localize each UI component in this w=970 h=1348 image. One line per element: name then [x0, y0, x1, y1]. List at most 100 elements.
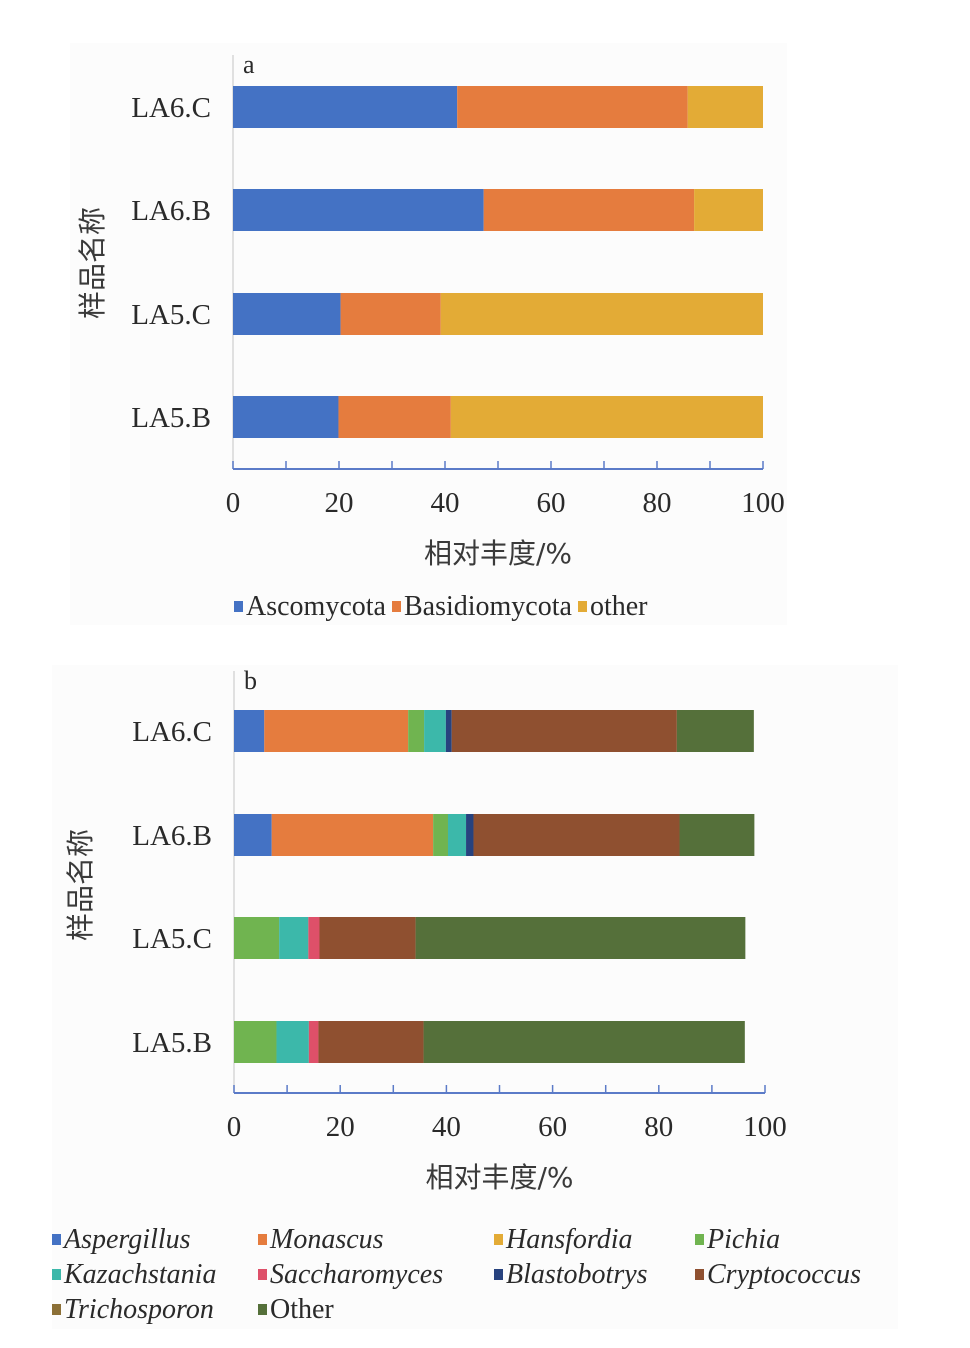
chart-panel-a: a LA6.C LA6.B LA5.C LA5.B 0 20 40 60 80 100 相对丰度/% 样… [70, 43, 787, 625]
legend-item: Cryptococcus [695, 1257, 861, 1292]
legend-item: Hansfordia [494, 1222, 633, 1257]
chart-panel-b: b LA6.C LA6.B LA5.C LA5.B 0 20 40 60 80 100 相对丰度/% 样… [52, 665, 898, 1329]
bar-segment-other [694, 189, 763, 231]
chart-a-svg: a LA6.C LA6.B LA5.C LA5.B 0 20 40 60 80 100 相对丰度/% 样… [76, 50, 785, 570]
category-label: LA6.B [131, 195, 211, 227]
category-label: LA5.B [131, 402, 211, 434]
x-tick-label: 0 [226, 487, 241, 519]
x-tick-label: 60 [538, 1111, 567, 1143]
legend-swatch [494, 1234, 503, 1245]
bar-segment-cryptococcus [319, 917, 416, 959]
bar-segment-kazachstania [279, 917, 309, 959]
x-tick-label: 20 [325, 487, 354, 519]
chart-b-svg: b LA6.C LA6.B LA5.C LA5.B 0 20 40 60 80 100 相对丰度/% 样… [64, 666, 787, 1194]
legend-label: other [589, 591, 648, 622]
bar-segment-pichia [234, 1021, 277, 1063]
category-label: LA5.C [131, 299, 211, 331]
legend-swatch [391, 601, 401, 612]
bar-segment-basidiomycota [338, 396, 451, 438]
legend-item: other [577, 589, 648, 624]
bar-segment-ascomycota [233, 396, 339, 438]
legend-label: Pichia [707, 1224, 781, 1255]
legend-label: Ascomycota [246, 591, 386, 622]
x-tick-label: 80 [644, 1111, 673, 1143]
category-label: LA5.C [132, 923, 212, 955]
legend-item: Trichosporon [52, 1292, 214, 1327]
x-tick-label: 100 [741, 487, 785, 519]
legend-swatch [52, 1304, 61, 1315]
chart-a-legend: Ascomycota Basidiomycota other [234, 586, 653, 624]
bar-segment-ascomycota [233, 293, 341, 335]
category-label: LA6.C [131, 92, 211, 124]
legend-item: Pichia [695, 1222, 780, 1257]
bar-segment-monascus [264, 710, 409, 752]
legend-label: Cryptococcus [707, 1259, 861, 1290]
bar-segment-basidiomycota [483, 189, 695, 231]
legend-item: Aspergillus [52, 1222, 191, 1257]
x-axis-title: 相对丰度/% [424, 537, 572, 570]
legend-item: Ascomycota [234, 589, 386, 624]
bar-segment-other [415, 917, 746, 959]
bar-segment-cryptococcus [451, 710, 677, 752]
legend-label: Hansfordia [506, 1224, 633, 1255]
x-tick-label: 40 [432, 1111, 461, 1143]
x-tick-label: 60 [537, 487, 566, 519]
legend-swatch [52, 1269, 61, 1280]
legend-swatch [258, 1269, 267, 1280]
legend-label: Monascus [270, 1224, 384, 1255]
chart-b-legend: Aspergillus Monascus Hansfordia Pichia Kazac… [52, 1222, 898, 1327]
bar-segment-ascomycota [233, 86, 458, 128]
legend-label: Blastobotrys [506, 1259, 648, 1290]
legend-label: Aspergillus [64, 1224, 191, 1255]
x-tick-label: 80 [643, 487, 672, 519]
category-label: LA6.B [132, 820, 212, 852]
bar-segment-pichia [234, 917, 280, 959]
legend-label: Basidiomycota [403, 591, 572, 622]
legend-swatch [52, 1234, 61, 1245]
bar-segment-kazachstania [447, 814, 467, 856]
x-tick-label: 100 [743, 1111, 787, 1143]
bar-segment-other [679, 814, 755, 856]
legend-item: Saccharomyces [258, 1257, 443, 1292]
bar-segment-other [440, 293, 763, 335]
legend-swatch [577, 601, 587, 612]
legend-swatch [258, 1304, 267, 1315]
bar-segment-pichia [408, 710, 425, 752]
category-label: LA6.C [132, 716, 212, 748]
bar-segment-other [676, 710, 754, 752]
bar-segment-basidiomycota [457, 86, 688, 128]
legend-label: Kazachstania [64, 1259, 217, 1290]
legend-swatch [695, 1269, 704, 1280]
bar-segment-saccharomyces [308, 917, 320, 959]
bar-segment-blastobotrys [466, 814, 474, 856]
bar-segment-saccharomyces [308, 1021, 319, 1063]
bar-segment-kazachstania [276, 1021, 309, 1063]
y-axis-title: 样品名称 [64, 829, 97, 941]
bar-segment-kazachstania [424, 710, 446, 752]
x-axis-title: 相对丰度/% [425, 1161, 573, 1194]
legend-label: Other [270, 1294, 334, 1325]
x-tick-label: 40 [431, 487, 460, 519]
legend-swatch [234, 601, 243, 612]
bar-segment-monascus [271, 814, 434, 856]
bar-segment-other [687, 86, 763, 128]
category-label: LA5.B [132, 1027, 212, 1059]
legend-swatch [695, 1234, 704, 1245]
legend-item: Blastobotrys [494, 1257, 648, 1292]
legend-label: Trichosporon [64, 1294, 214, 1325]
bar-segment-other [450, 396, 763, 438]
bar-segment-cryptococcus [318, 1021, 424, 1063]
bar-segment-cryptococcus [473, 814, 680, 856]
legend-item: Kazachstania [52, 1257, 216, 1292]
legend-label: Saccharomyces [270, 1259, 444, 1290]
legend-swatch [258, 1234, 267, 1245]
bar-segment-pichia [433, 814, 448, 856]
bar-segment-basidiomycota [340, 293, 441, 335]
y-axis-title: 样品名称 [76, 207, 109, 319]
legend-item: Other [258, 1292, 334, 1327]
bar-segment-blastobotrys [445, 710, 452, 752]
legend-item: Monascus [258, 1222, 384, 1257]
bar-segment-other [423, 1021, 745, 1063]
x-tick-label: 20 [326, 1111, 355, 1143]
bar-segment-ascomycota [233, 189, 484, 231]
